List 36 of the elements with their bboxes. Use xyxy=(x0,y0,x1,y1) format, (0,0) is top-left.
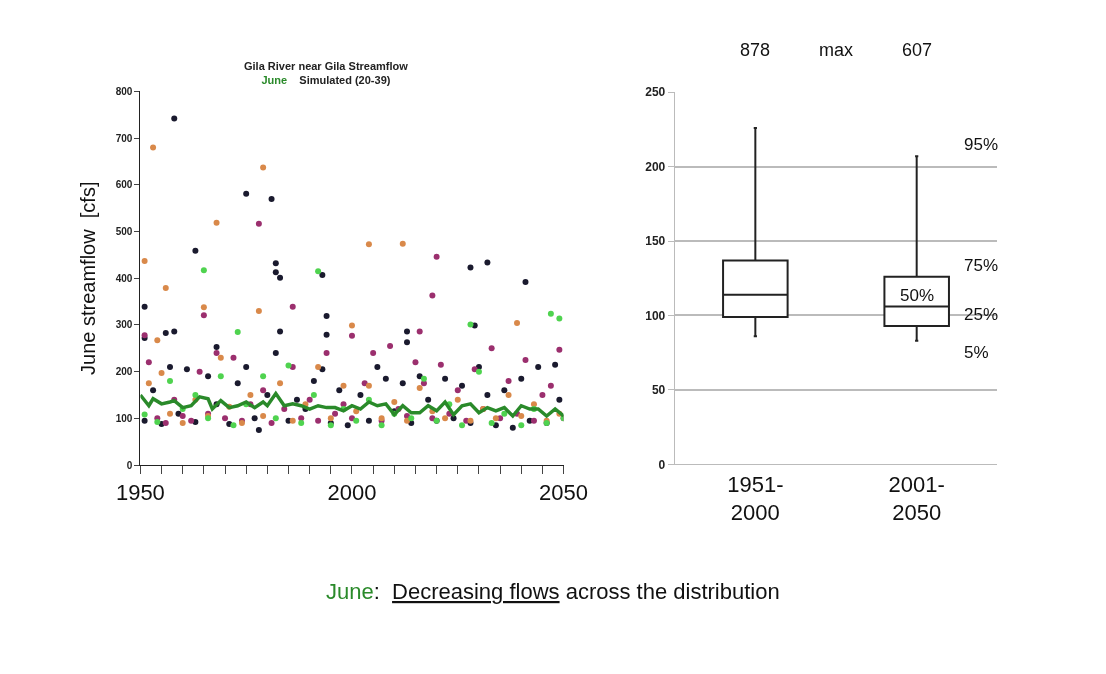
x-tick-label: 1950 xyxy=(115,480,165,506)
chart-title: Gila River near Gila Streamflow xyxy=(244,60,409,72)
annotation: 95% xyxy=(964,135,999,154)
text: June xyxy=(326,579,374,604)
y-tick-label: 200 xyxy=(115,366,133,378)
y-tick-label: 0 xyxy=(126,459,133,471)
y-tick-label: 50 xyxy=(651,383,666,398)
y-tick-label: 800 xyxy=(115,85,133,97)
y-tick-label: 100 xyxy=(115,412,133,424)
y-tick-label: 600 xyxy=(115,179,133,191)
y-tick-label: 500 xyxy=(115,226,133,238)
y-tick-label: 250 xyxy=(645,85,666,100)
text: across the distribution xyxy=(565,579,780,604)
x-tick-label: 2001- 2050 xyxy=(888,471,945,526)
text: June xyxy=(261,74,288,87)
text: : xyxy=(373,579,380,604)
text: Decreasing flows xyxy=(392,579,560,604)
y-tick-label: 700 xyxy=(115,132,133,144)
y-axis-title: June streamflow [cfs] xyxy=(77,181,100,375)
annotation: 25% xyxy=(964,305,999,324)
y-tick-label: 300 xyxy=(115,319,133,331)
x-tick-label: 1951- 2000 xyxy=(727,471,784,526)
x-tick-label: 2000 xyxy=(327,480,377,506)
annotation: 50% xyxy=(900,286,935,305)
text: 878 xyxy=(740,40,771,60)
chart-subtitle: Simulated (20-39) xyxy=(299,74,391,87)
annotation: 75% xyxy=(964,256,999,275)
annotation: 5% xyxy=(964,343,989,362)
y-tick-label: 400 xyxy=(115,272,133,284)
y-tick-label: 200 xyxy=(645,159,666,174)
text: max xyxy=(819,40,854,60)
y-tick-label: 150 xyxy=(645,234,666,249)
y-tick-label: 0 xyxy=(658,457,666,472)
y-tick-label: 100 xyxy=(645,308,666,323)
text: 607 xyxy=(902,40,933,60)
x-tick-label: 2050 xyxy=(539,480,589,506)
